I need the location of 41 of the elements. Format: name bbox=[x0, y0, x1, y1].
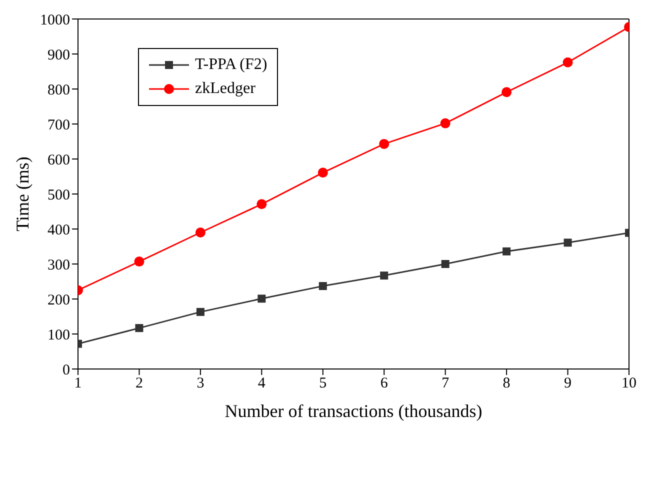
y-tick-label: 1000 bbox=[40, 12, 70, 28]
y-tick-label: 100 bbox=[48, 327, 70, 344]
y-tick-label: 300 bbox=[48, 257, 70, 274]
x-tick-label: 3 bbox=[196, 376, 204, 392]
point bbox=[379, 138, 390, 149]
x-tick-label: 2 bbox=[135, 376, 143, 392]
point bbox=[562, 57, 573, 68]
x-tick-label: 7 bbox=[442, 376, 450, 392]
x-tick-label: 6 bbox=[380, 376, 388, 392]
x-tick-label: 8 bbox=[502, 376, 510, 392]
y-tick-label: 800 bbox=[48, 82, 70, 98]
legend-label: zkLedger bbox=[195, 80, 256, 98]
point bbox=[195, 228, 206, 238]
point bbox=[196, 308, 204, 316]
point bbox=[134, 256, 144, 267]
x-tick-label: 1 bbox=[74, 376, 82, 392]
y-tick-label: 200 bbox=[48, 292, 70, 308]
legend-label: T-PPA (F2) bbox=[195, 56, 268, 74]
point bbox=[318, 168, 328, 178]
point bbox=[502, 87, 512, 98]
y-tick-label: 700 bbox=[48, 117, 70, 134]
point bbox=[380, 272, 388, 280]
point bbox=[441, 260, 450, 268]
x-axis-title: Number of transactions (thousands) bbox=[224, 401, 482, 421]
point bbox=[135, 324, 144, 332]
y-axis-title: Time (ms) bbox=[12, 156, 32, 232]
x-tick-label: 9 bbox=[564, 376, 572, 392]
point bbox=[256, 199, 267, 210]
y-tick-label: 500 bbox=[48, 187, 70, 204]
x-tick-label: 10 bbox=[622, 376, 636, 392]
y-tick-label: 600 bbox=[48, 152, 70, 168]
x-tick-label: 4 bbox=[258, 376, 266, 392]
point bbox=[564, 238, 572, 247]
y-tick-label: 400 bbox=[48, 222, 70, 238]
y-tick-label: 0 bbox=[62, 362, 70, 378]
x-tick-label: 5 bbox=[319, 376, 327, 392]
point bbox=[440, 118, 450, 128]
point bbox=[318, 282, 327, 290]
y-tick-label: 900 bbox=[48, 47, 70, 64]
point bbox=[258, 294, 266, 303]
point bbox=[502, 247, 511, 256]
